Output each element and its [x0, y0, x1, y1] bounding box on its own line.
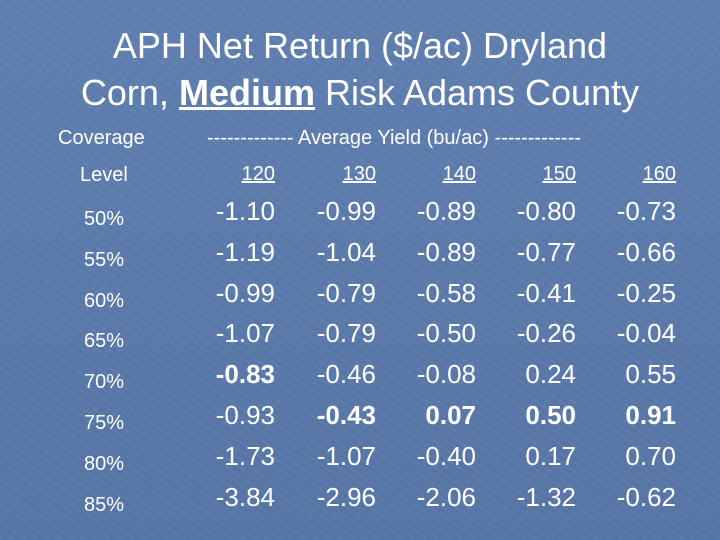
net-return-cell: -0.25	[616, 277, 676, 308]
net-return-cell: -0.41	[516, 277, 576, 308]
coverage-level: 60%	[84, 289, 125, 312]
net-return-cell: -0.80	[516, 196, 576, 226]
net-return-cell: -1.32	[516, 481, 576, 512]
coverage-level: 85%	[84, 493, 125, 516]
net-return-cell: -0.77	[516, 236, 576, 267]
table-row: 55% -1.19 -1.04 -0.89 -0.77 -0.66	[0, 237, 720, 277]
net-return-cell: -0.89	[416, 196, 476, 226]
net-return-cell: -2.96	[316, 481, 376, 512]
net-return-cell: 0.91	[625, 400, 676, 430]
table-row: 70% -0.83 -0.46 -0.08 0.24 0.55	[0, 359, 720, 399]
title-line-2-prefix: Corn,	[80, 72, 179, 113]
net-return-cell: -2.06	[416, 481, 476, 512]
net-return-cell: -0.40	[416, 440, 476, 471]
coverage-level: 80%	[84, 452, 125, 475]
coverage-header: Coverage	[58, 127, 145, 149]
net-return-cell: -1.10	[215, 196, 275, 226]
net-return-cell: -0.99	[316, 196, 376, 226]
title-line-2: Corn, Medium Risk Adams County	[0, 69, 720, 116]
slide-title: APH Net Return ($/ac) Dryland Corn, Medi…	[0, 22, 720, 116]
net-return-cell: -0.79	[316, 277, 376, 308]
table-row: 65% -1.07 -0.79 -0.50 -0.26 -0.04	[0, 318, 720, 358]
net-return-cell: 0.07	[425, 400, 476, 430]
yield-header-140: 140	[442, 163, 476, 185]
coverage-level: 65%	[84, 330, 125, 353]
table-row: 50% -1.10 -0.99 -0.89 -0.80 -0.73	[0, 196, 720, 236]
net-return-cell: -1.73	[215, 440, 275, 471]
net-return-cell: 0.50	[525, 400, 576, 430]
net-return-cell: -0.83	[215, 359, 275, 390]
title-risk-emphasis: Medium	[178, 72, 315, 113]
coverage-level: 70%	[84, 371, 125, 394]
coverage-level: 75%	[84, 412, 125, 434]
table-row: 60% -0.99 -0.79 -0.58 -0.41 -0.25	[0, 278, 720, 318]
title-line-2-suffix: Risk Adams County	[314, 72, 640, 113]
table-row: 85% -3.84 -2.96 -2.06 -1.32 -0.62	[0, 482, 720, 522]
net-return-cell: -3.84	[215, 481, 275, 512]
net-return-cell: -0.89	[416, 236, 476, 267]
coverage-level: 50%	[84, 208, 125, 230]
average-yield-header: ------------- Average Yield (bu/ac) ----…	[207, 127, 582, 149]
net-return-cell: -0.79	[316, 318, 376, 349]
title-line-1: APH Net Return ($/ac) Dryland	[112, 25, 608, 66]
net-return-cell: -0.50	[416, 318, 476, 349]
net-return-cell: -1.19	[215, 236, 275, 267]
net-return-cell: -0.99	[215, 277, 275, 308]
net-return-cell: -0.62	[616, 481, 676, 512]
net-return-cell: -0.58	[416, 277, 476, 308]
net-return-cell: -0.93	[215, 400, 275, 430]
yield-header-120: 120	[241, 163, 275, 185]
net-return-cell: -0.08	[416, 359, 476, 390]
coverage-level: 55%	[84, 248, 125, 271]
level-header: Level	[80, 164, 128, 186]
net-return-cell: -0.66	[616, 236, 676, 267]
yield-header-150: 150	[542, 163, 576, 185]
yield-header-130: 130	[342, 163, 376, 185]
yield-header-160: 160	[642, 163, 676, 185]
net-return-cell: -1.04	[316, 236, 376, 267]
net-return-cell: 0.17	[525, 440, 576, 471]
net-return-cell: -1.07	[316, 440, 376, 471]
table-row: 80% -1.73 -1.07 -0.40 0.17 0.70	[0, 441, 720, 481]
net-return-cell: 0.70	[625, 440, 676, 471]
net-return-cell: -0.04	[616, 318, 676, 349]
net-return-cell: 0.24	[525, 359, 576, 390]
net-return-cell: -0.46	[316, 359, 376, 390]
net-return-cell: -0.73	[616, 196, 676, 226]
net-return-cell: -0.43	[316, 400, 376, 430]
table-row: 75% -0.93 -0.43 0.07 0.50 0.91	[0, 400, 720, 440]
net-return-cell: -0.26	[516, 318, 576, 349]
net-return-cell: -1.07	[215, 318, 275, 349]
net-return-cell: 0.55	[625, 359, 676, 390]
